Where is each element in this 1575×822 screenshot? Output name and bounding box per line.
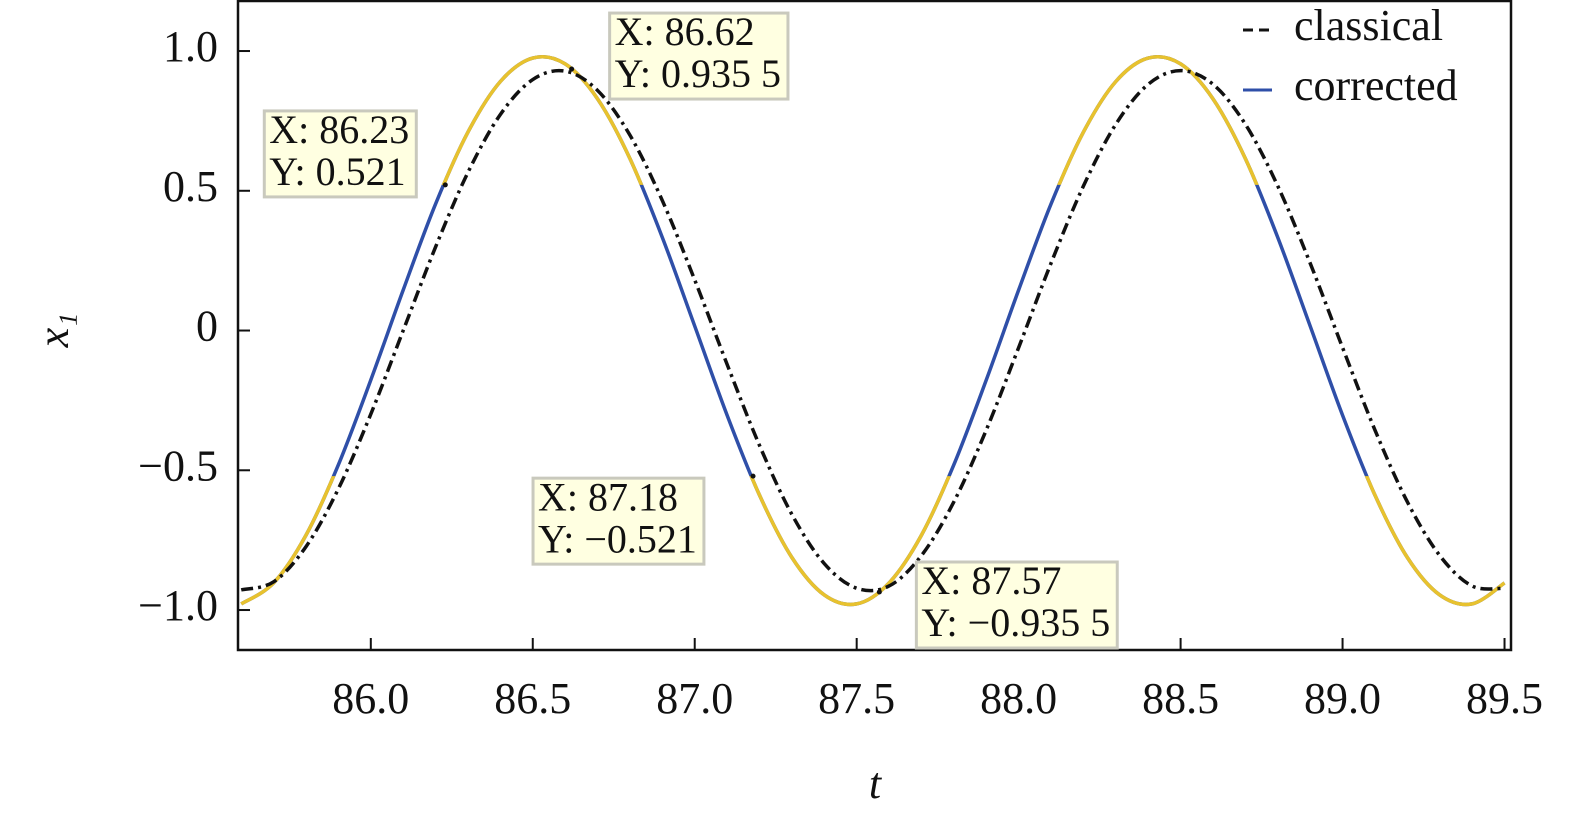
datatip-text: Y: −0.935 5 [921,600,1110,645]
y-tick-label: 0 [196,302,218,351]
datatip-point [750,473,756,479]
datatip-box [262,109,418,199]
legend-label: corrected [1294,61,1458,110]
datatip-text: Y: 0.521 [269,149,405,194]
datatip-text: Y: −0.521 [538,516,697,561]
datatip-text: X: 87.57 [921,558,1061,603]
datatip-box [914,560,1119,650]
plot-frame [236,0,1513,652]
x-tick-label: 87.0 [656,674,733,723]
datatip-box [531,476,706,566]
x-tick-label: 88.0 [980,674,1057,723]
datatip-point [876,589,882,595]
datatip-point [569,66,575,72]
legend-label: classical [1294,1,1443,50]
x-tick-label: 88.5 [1142,674,1219,723]
y-tick-label: 0.5 [163,162,218,211]
x-tick-label: 89.0 [1304,674,1381,723]
x-tick-label: 87.5 [818,674,895,723]
x-tick-label: 86.5 [494,674,571,723]
series-highlight [240,54,1506,607]
x-axis-label: t [869,759,883,808]
plot-area [240,54,1506,607]
series-line [240,54,1506,607]
y-axis-label: x₁ [29,313,78,349]
datatip-box [608,11,790,101]
series-line [240,68,1505,593]
y-tick-label: 1.0 [163,22,218,71]
x-tick-label: 89.5 [1466,674,1543,723]
datatip-point [442,182,448,188]
datatip-text: X: 87.18 [538,474,678,519]
x-tick-label: 86.0 [332,674,409,723]
y-tick-label: −0.5 [138,441,218,490]
y-tick-label: −1.0 [138,581,218,630]
datatip-text: X: 86.23 [269,107,409,152]
datatip-text: Y: 0.935 5 [615,51,781,96]
datatip-text: X: 86.62 [615,9,755,54]
